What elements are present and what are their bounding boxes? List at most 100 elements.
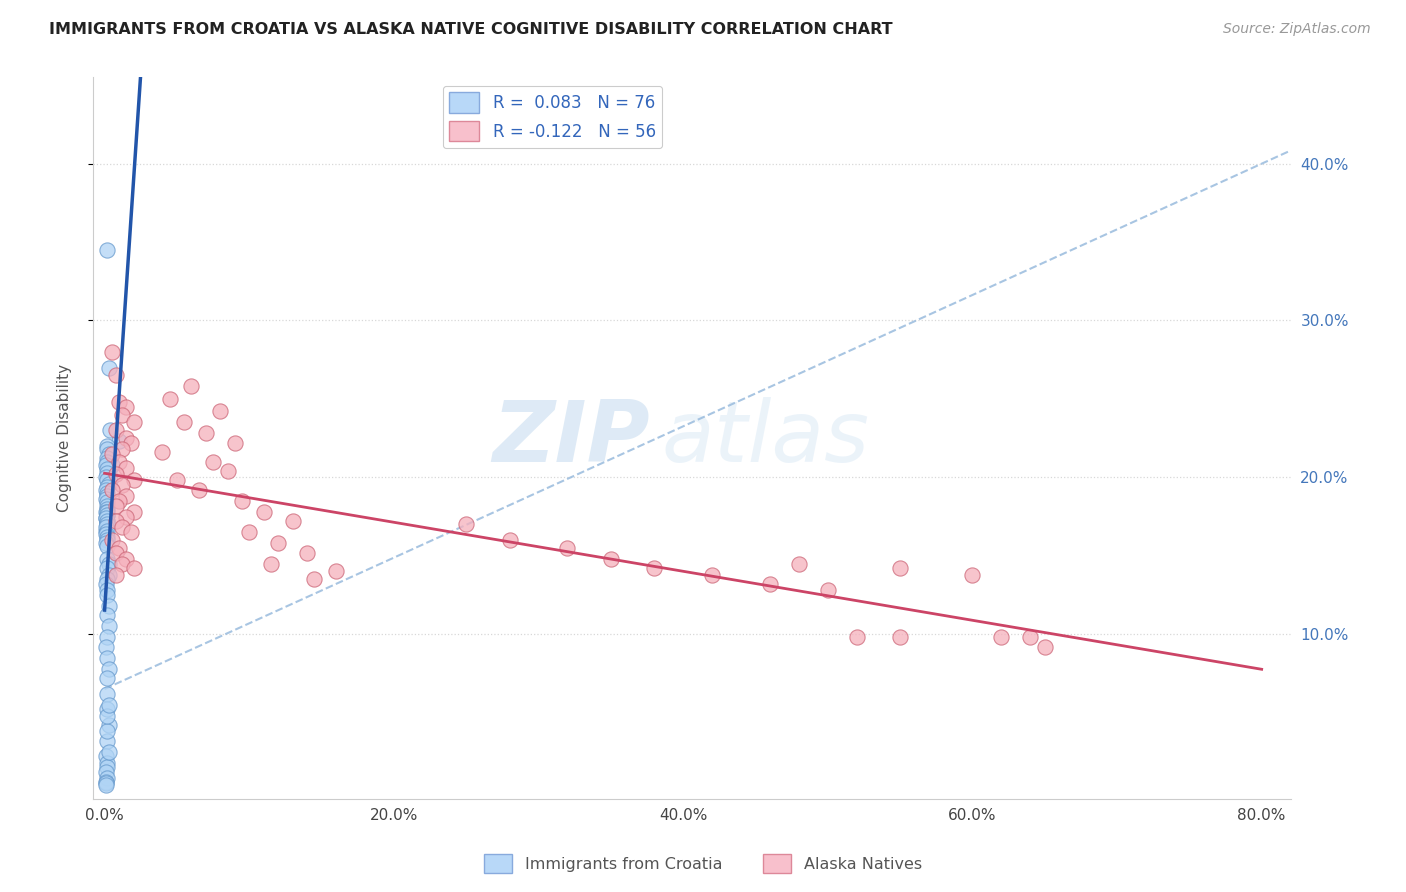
Point (94, 483, 117, 497)
Point (101, 447, 124, 461)
Text: ZIP: ZIP (492, 397, 650, 480)
Point (120, 525, 142, 540)
Point (105, 514, 128, 528)
Point (202, 455, 225, 469)
Point (97, 662, 120, 676)
Point (96, 517, 118, 532)
Point (267, 536, 290, 550)
Point (111, 442, 134, 456)
Point (96, 533, 118, 547)
Point (108, 434, 131, 449)
Point (96, 724, 118, 739)
Point (1033, 640, 1056, 654)
Point (96, 539, 118, 553)
Point (105, 545, 128, 559)
Point (96, 650, 118, 665)
Point (94, 520, 117, 534)
Point (108, 395, 131, 409)
Point (209, 404, 232, 418)
Point (96, 671, 118, 685)
Point (253, 505, 276, 519)
Point (94, 640, 117, 654)
Point (94, 511, 117, 525)
Point (122, 474, 145, 488)
Point (101, 344, 124, 359)
Point (96, 505, 118, 519)
Point (217, 464, 239, 478)
Text: IMMIGRANTS FROM CROATIA VS ALASKA NATIVE COGNITIVE DISABILITY CORRELATION CHART: IMMIGRANTS FROM CROATIA VS ALASKA NATIVE… (49, 22, 893, 37)
Point (111, 557, 134, 571)
Point (97, 567, 120, 582)
Point (817, 583, 839, 598)
Point (238, 525, 260, 540)
Point (96, 514, 118, 528)
Point (180, 379, 202, 393)
Point (159, 392, 181, 406)
Point (97, 467, 120, 482)
Point (94, 765, 117, 780)
Point (115, 552, 138, 566)
Point (166, 474, 188, 488)
Text: atlas: atlas (662, 397, 870, 480)
Legend: R =  0.083   N = 76, R = -0.122   N = 56: R = 0.083 N = 76, R = -0.122 N = 56 (443, 86, 662, 148)
Point (96, 508, 118, 522)
Point (94, 505, 117, 519)
Point (94, 749, 117, 764)
Point (759, 577, 782, 591)
Point (96, 455, 118, 469)
Point (97, 599, 120, 613)
Point (96, 243, 118, 257)
Point (97, 447, 120, 461)
Point (96, 451, 118, 466)
Point (295, 545, 318, 559)
Point (260, 557, 283, 571)
Point (96, 499, 118, 513)
Point (889, 561, 911, 575)
Point (94, 536, 117, 550)
Point (120, 435, 142, 450)
Point (557, 541, 579, 555)
Point (94, 470, 117, 484)
Point (105, 567, 128, 582)
Point (96, 772, 118, 786)
Point (96, 702, 118, 716)
Point (1019, 630, 1042, 644)
Point (111, 520, 134, 534)
Point (97, 718, 120, 732)
Point (94, 774, 117, 789)
Point (97, 619, 120, 633)
Point (115, 400, 138, 414)
Point (96, 442, 118, 456)
Point (325, 565, 347, 579)
Point (96, 588, 118, 602)
Point (94, 577, 117, 591)
Point (96, 520, 118, 534)
Point (105, 467, 128, 482)
Point (96, 760, 118, 774)
Point (456, 517, 478, 532)
Point (108, 493, 131, 508)
Point (115, 461, 138, 475)
Point (96, 572, 118, 586)
Point (787, 557, 810, 571)
Point (97, 447, 120, 461)
Point (97, 476, 120, 491)
Point (194, 426, 217, 441)
Point (96, 466, 118, 480)
Point (96, 508, 118, 522)
Point (94, 778, 117, 792)
Point (96, 756, 118, 770)
Point (122, 561, 145, 575)
Point (700, 567, 723, 582)
Point (97, 698, 120, 712)
Point (101, 483, 124, 497)
Point (96, 501, 118, 516)
Point (643, 561, 665, 575)
Point (108, 455, 131, 469)
Point (96, 630, 118, 644)
Point (96, 474, 118, 488)
Point (152, 445, 174, 459)
Point (990, 630, 1012, 644)
Point (304, 572, 326, 586)
Point (115, 431, 138, 445)
